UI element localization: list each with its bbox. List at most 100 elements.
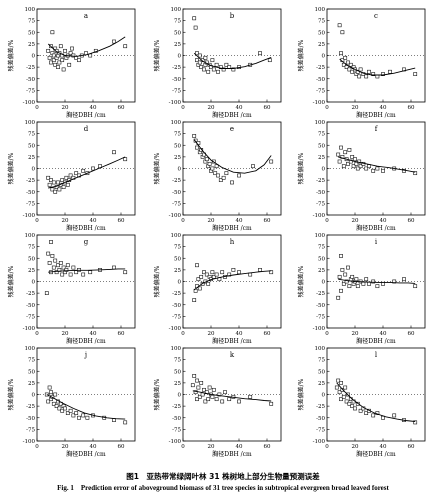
data-point: [381, 72, 385, 76]
panel-j: -100 -75 -50 -25 0 25 50 75 100 0 20 40 60 j 残差偏差/% 胸径D…: [7, 346, 136, 458]
y-tick-label: -50: [26, 77, 35, 83]
data-point: [224, 171, 229, 176]
x-tick-label: 40: [236, 105, 243, 111]
data-point: [392, 413, 397, 418]
data-point: [413, 420, 418, 425]
x-axis-label: 胸径DBH /cm: [212, 337, 252, 345]
y-tick-label: 75: [318, 19, 325, 25]
y-tick-label: -100: [169, 213, 182, 219]
y-tick-label: -100: [23, 213, 36, 219]
x-tick-label: 60: [264, 218, 271, 224]
data-point: [71, 53, 76, 58]
panel-letter: h: [230, 238, 235, 246]
x-tick-label: 20: [62, 444, 69, 450]
y-tick-label: 75: [318, 245, 325, 251]
data-point: [57, 406, 62, 411]
data-point: [74, 171, 79, 176]
data-point: [251, 164, 255, 169]
data-point: [81, 413, 86, 418]
x-axis-label: 胸径DBH /cm: [212, 111, 252, 119]
y-tick-label: 0: [322, 167, 326, 173]
data-point: [46, 175, 51, 180]
y-tick-label: -50: [172, 303, 181, 309]
y-tick-label: 50: [174, 369, 181, 375]
data-point: [197, 394, 202, 399]
data-point: [53, 189, 58, 194]
data-point: [206, 69, 211, 74]
data-point: [413, 284, 418, 289]
panel-letter: k: [230, 351, 235, 359]
y-axis-label: 残差偏差/%: [7, 265, 15, 297]
data-point: [337, 390, 342, 395]
data-point: [367, 69, 371, 74]
y-tick-label: 25: [318, 268, 325, 274]
y-tick-label: -25: [316, 65, 325, 71]
y-tick-label: 0: [322, 280, 326, 286]
data-point: [197, 60, 202, 65]
y-tick-label: 0: [32, 54, 36, 60]
data-point: [195, 145, 199, 150]
y-tick-label: -100: [169, 100, 182, 106]
y-tick-label: 100: [171, 233, 182, 239]
y-tick-label: -25: [316, 178, 325, 184]
x-axis-label: 胸径DBH /cm: [356, 111, 396, 119]
y-tick-label: -25: [26, 65, 35, 71]
x-tick-label: 20: [352, 331, 359, 337]
y-axis-label: 残差偏差/%: [153, 152, 161, 184]
data-point: [220, 399, 225, 404]
panel-letter: e: [230, 125, 234, 133]
data-point: [61, 265, 66, 270]
data-point: [214, 164, 219, 169]
data-point: [58, 261, 63, 265]
y-tick-label: 0: [32, 167, 36, 173]
y-tick-label: -75: [172, 427, 181, 433]
panel-letter: f: [375, 125, 379, 133]
data-point: [231, 267, 236, 272]
data-point: [269, 159, 274, 164]
data-point: [46, 399, 51, 404]
data-point: [192, 134, 197, 138]
figure-caption-cn: 图1 亚热带常绿阔叶林 31 株树地上部分生物量预测误差: [126, 472, 320, 481]
x-tick-label: 0: [181, 444, 185, 450]
y-tick-label: -50: [172, 416, 181, 422]
y-tick-label: -75: [26, 201, 35, 207]
y-tick-label: -25: [26, 404, 35, 410]
y-tick-label: 100: [25, 346, 36, 352]
data-point: [341, 281, 346, 286]
y-tick-label: 50: [318, 256, 325, 262]
data-point: [358, 164, 363, 169]
y-tick-label: -25: [172, 291, 181, 297]
x-tick-label: 0: [325, 105, 329, 111]
y-tick-label: -25: [172, 178, 181, 184]
data-point: [339, 380, 343, 385]
data-point: [223, 390, 227, 395]
data-point: [196, 385, 201, 390]
fit-curve: [193, 139, 272, 174]
data-point: [199, 380, 204, 385]
data-point: [357, 159, 362, 164]
panel-g: -100 -75 -50 -25 0 25 50 75 100 0 20 40 60 g 残差偏差/% 胸径D…: [7, 233, 136, 345]
y-tick-label: -50: [316, 303, 325, 309]
y-tick-label: -100: [313, 213, 326, 219]
data-point: [375, 284, 380, 289]
y-tick-label: -100: [169, 439, 182, 445]
data-point: [336, 152, 341, 157]
x-axis-label: 胸径DBH /cm: [66, 111, 106, 119]
x-tick-label: 20: [62, 218, 69, 224]
y-tick-label: -25: [316, 404, 325, 410]
y-axis-label: 残差偏差/%: [7, 39, 15, 71]
y-tick-label: -50: [26, 416, 35, 422]
data-point: [51, 265, 56, 270]
panel-letter: a: [84, 12, 88, 20]
fit-curve: [193, 52, 272, 69]
y-tick-label: 100: [171, 7, 182, 13]
x-tick-label: 40: [236, 218, 243, 224]
y-tick-label: 0: [32, 280, 36, 286]
data-point: [350, 154, 355, 159]
y-tick-label: 100: [315, 233, 326, 239]
data-point: [347, 284, 352, 289]
data-point: [354, 161, 359, 166]
panel-a: -100 -75 -50 -25 0 25 50 75 100 0 20 40 60 a 残差偏差/% 胸径D…: [7, 7, 136, 119]
y-tick-label: -25: [26, 178, 35, 184]
y-tick-label: -100: [313, 439, 326, 445]
